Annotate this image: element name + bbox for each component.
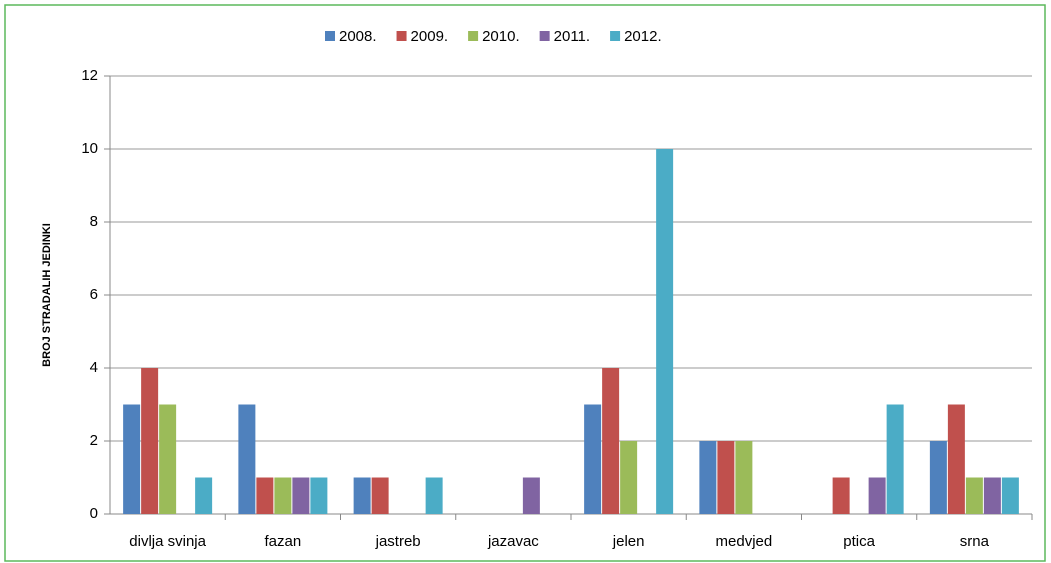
x-tick-label: jelen xyxy=(612,533,645,550)
bar xyxy=(159,404,177,514)
bar xyxy=(238,404,256,514)
bar xyxy=(929,441,947,514)
bar xyxy=(1001,477,1019,514)
y-tick-label: 12 xyxy=(81,67,98,84)
x-tick-label: ptica xyxy=(843,533,875,550)
bar xyxy=(256,477,274,514)
bar xyxy=(983,477,1001,514)
x-tick-label: srna xyxy=(960,533,990,550)
bar xyxy=(522,477,540,514)
y-tick-label: 8 xyxy=(90,213,98,230)
x-tick-label: medvjed xyxy=(716,533,773,550)
bar xyxy=(832,477,850,514)
bar xyxy=(353,477,371,514)
bar xyxy=(310,477,328,514)
bar xyxy=(947,404,965,514)
bar xyxy=(717,441,735,514)
bar xyxy=(965,477,983,514)
legend-label: 2012. xyxy=(624,28,662,45)
bar xyxy=(620,441,638,514)
bar xyxy=(371,477,389,514)
y-axis-label: BROJ STRADALIH JEDINKI xyxy=(41,223,53,367)
bar xyxy=(292,477,310,514)
bar xyxy=(735,441,753,514)
legend-swatch xyxy=(325,31,335,41)
y-tick-label: 10 xyxy=(81,140,98,157)
bar xyxy=(274,477,292,514)
x-tick-label: jazavac xyxy=(487,533,539,550)
bar xyxy=(656,149,674,514)
legend-swatch xyxy=(468,31,479,41)
chart-border xyxy=(4,4,1046,562)
legend-label: 2010. xyxy=(482,28,520,45)
bar xyxy=(584,404,602,514)
bar xyxy=(195,477,213,514)
x-tick-label: jastreb xyxy=(375,533,421,550)
bar xyxy=(123,404,141,514)
y-tick-label: 0 xyxy=(90,505,98,522)
x-tick-label: divlja svinja xyxy=(129,533,206,550)
legend-label: 2009. xyxy=(411,28,449,45)
bar xyxy=(868,477,886,514)
legend-label: 2011. xyxy=(554,28,590,45)
bar xyxy=(602,368,620,514)
legend-swatch xyxy=(396,31,407,41)
bar xyxy=(425,477,443,514)
y-tick-label: 2 xyxy=(90,432,98,449)
bar xyxy=(699,441,717,514)
y-tick-label: 4 xyxy=(90,359,98,376)
x-tick-label: fazan xyxy=(265,533,302,550)
bar xyxy=(886,404,904,514)
bar xyxy=(141,368,159,514)
legend-label: 2008. xyxy=(339,28,377,45)
y-tick-label: 6 xyxy=(90,286,98,303)
legend-swatch xyxy=(610,31,621,41)
legend-swatch xyxy=(539,31,550,41)
